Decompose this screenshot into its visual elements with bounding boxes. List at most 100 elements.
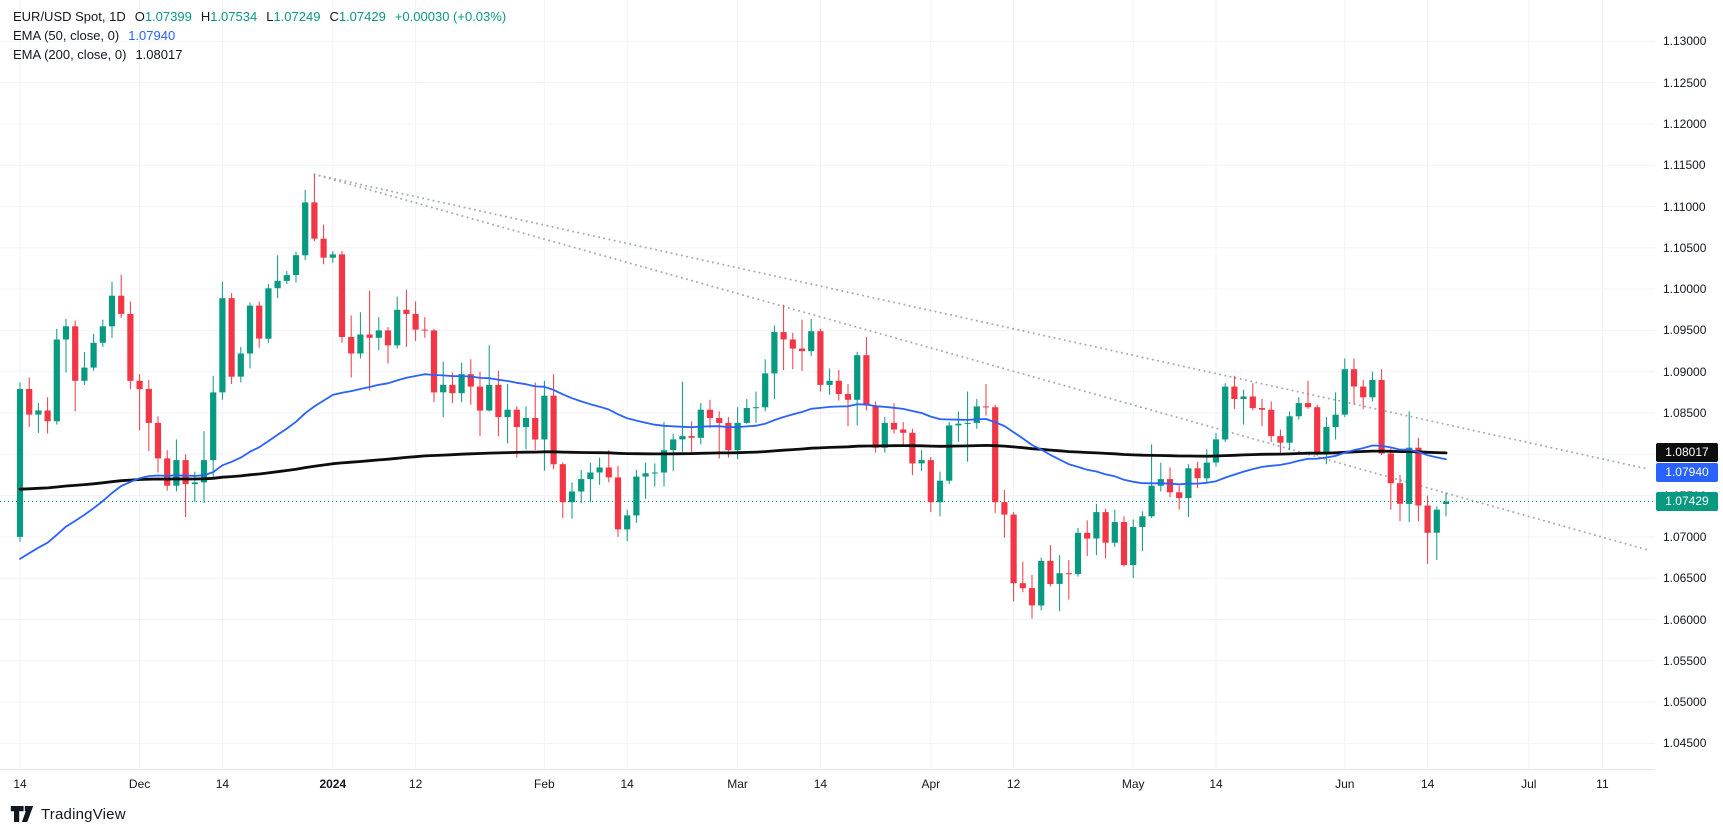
price-axis-label: 1.07000 bbox=[1663, 529, 1707, 544]
candle-body bbox=[826, 380, 833, 385]
candle-body bbox=[136, 380, 143, 390]
candle-body bbox=[1387, 453, 1394, 484]
candle-body bbox=[881, 422, 888, 448]
price-axis-label: 1.06500 bbox=[1663, 571, 1707, 586]
candle-body bbox=[1130, 527, 1137, 565]
ema200-price-badge: 1.08017 bbox=[1656, 443, 1718, 463]
candle-body bbox=[1332, 414, 1339, 428]
candle-body bbox=[1139, 516, 1146, 527]
candle-body bbox=[62, 326, 70, 340]
candle-body bbox=[81, 367, 88, 381]
candle-body bbox=[1314, 407, 1321, 455]
high-value: 1.07534 bbox=[210, 9, 258, 24]
candle-body bbox=[734, 422, 741, 451]
candle-body bbox=[789, 339, 796, 349]
brand-text: TradingView bbox=[41, 805, 126, 823]
candle-body bbox=[1442, 501, 1450, 504]
candle-body bbox=[835, 380, 842, 394]
candle-body bbox=[311, 202, 318, 239]
trendline[interactable] bbox=[313, 173, 1650, 471]
candle-body bbox=[237, 353, 244, 377]
candle-body bbox=[614, 477, 622, 530]
candle-body bbox=[274, 280, 281, 289]
ema50-legend-row: EMA (50, close, 0) 1.07940 bbox=[13, 26, 506, 45]
candle-body bbox=[1323, 427, 1330, 455]
candle-body bbox=[854, 355, 861, 400]
candle-body bbox=[651, 472, 658, 474]
candle-body bbox=[624, 515, 631, 530]
candlestick-series[interactable] bbox=[16, 174, 1450, 619]
tradingview-logo-icon bbox=[10, 806, 34, 822]
ema50-line[interactable] bbox=[19, 373, 1447, 560]
price-axis-label: 1.04500 bbox=[1663, 736, 1707, 751]
ema200-label[interactable]: EMA (200, close, 0) bbox=[13, 47, 127, 62]
candle-body bbox=[90, 342, 97, 368]
candle-body bbox=[458, 374, 465, 394]
candle-body bbox=[513, 409, 520, 427]
candle-body bbox=[394, 309, 401, 346]
price-axis[interactable]: 1.04500 1.05000 1.05500 1.06000 1.06500 1.070… bbox=[1655, 0, 1723, 770]
price-axis-label: 1.10500 bbox=[1663, 240, 1707, 255]
candle-body bbox=[1406, 447, 1413, 504]
candle-body bbox=[973, 406, 980, 423]
price-axis-label: 1.11500 bbox=[1663, 158, 1706, 173]
candle-body bbox=[53, 339, 60, 422]
candle-body bbox=[1001, 502, 1008, 515]
ema50-label[interactable]: EMA (50, close, 0) bbox=[13, 28, 120, 43]
candle-body bbox=[642, 473, 649, 477]
candle-body bbox=[228, 298, 235, 377]
candle-body bbox=[246, 305, 254, 354]
candle-body bbox=[844, 394, 852, 400]
time-axis-label: 14 bbox=[215, 777, 230, 791]
candle-body bbox=[706, 409, 714, 418]
candle-body bbox=[697, 409, 704, 438]
candle-body bbox=[946, 425, 953, 481]
ema200-line[interactable] bbox=[18, 443, 1448, 491]
candle-body bbox=[743, 408, 750, 423]
candle-body bbox=[1268, 409, 1275, 437]
change-value: +0.00030 (+0.03%) bbox=[394, 9, 507, 24]
price-chart-canvas[interactable] bbox=[0, 0, 1723, 770]
price-axis-label: 1.12500 bbox=[1663, 75, 1707, 90]
time-axis-label: 14 bbox=[1420, 777, 1435, 791]
candle-body bbox=[164, 458, 171, 486]
candle-body bbox=[872, 405, 879, 448]
candle-body bbox=[532, 418, 539, 440]
candle-body bbox=[550, 395, 557, 465]
candle-body bbox=[1194, 468, 1201, 479]
price-axis-label: 1.05000 bbox=[1663, 695, 1707, 710]
tradingview-brand[interactable]: TradingView bbox=[10, 805, 126, 823]
candle-body bbox=[1019, 583, 1026, 589]
candle-body bbox=[320, 238, 327, 258]
candle-body bbox=[1378, 380, 1385, 454]
candle-body bbox=[467, 374, 474, 387]
candle-body bbox=[780, 332, 787, 340]
candle-body bbox=[1360, 386, 1367, 398]
candle-body bbox=[1212, 439, 1220, 463]
time-axis-label: 2024 bbox=[319, 777, 347, 791]
time-axis-label: Apr bbox=[921, 777, 941, 791]
candle-body bbox=[375, 330, 382, 338]
candle-body bbox=[16, 389, 24, 537]
open-label: O bbox=[134, 9, 145, 24]
candle-body bbox=[403, 309, 410, 314]
candle-body bbox=[1065, 573, 1072, 575]
last-price-badge: 1.07429 bbox=[1656, 491, 1718, 511]
price-axis-label: 1.05500 bbox=[1663, 653, 1707, 668]
candle-body bbox=[559, 464, 566, 503]
symbol-title[interactable]: EUR/USD Spot, 1D bbox=[13, 9, 126, 24]
candle-body bbox=[449, 384, 456, 394]
candle-body bbox=[817, 331, 824, 385]
candle-body bbox=[173, 460, 180, 486]
price-axis-label: 1.09000 bbox=[1663, 364, 1707, 379]
candle-body bbox=[992, 407, 999, 503]
trendline[interactable] bbox=[313, 173, 1650, 552]
candle-body bbox=[154, 422, 162, 459]
open-value: 1.07399 bbox=[144, 9, 192, 24]
candle-body bbox=[219, 298, 226, 393]
time-axis[interactable]: 14 Dec 14 2024 12 Feb 14 Mar 14 Apr 12 May 14 Jun 14 Ju… bbox=[0, 770, 1723, 802]
candle-body bbox=[127, 313, 134, 381]
candle-body bbox=[522, 418, 530, 428]
low-value: 1.07249 bbox=[273, 9, 321, 24]
candle-body bbox=[1203, 462, 1210, 479]
